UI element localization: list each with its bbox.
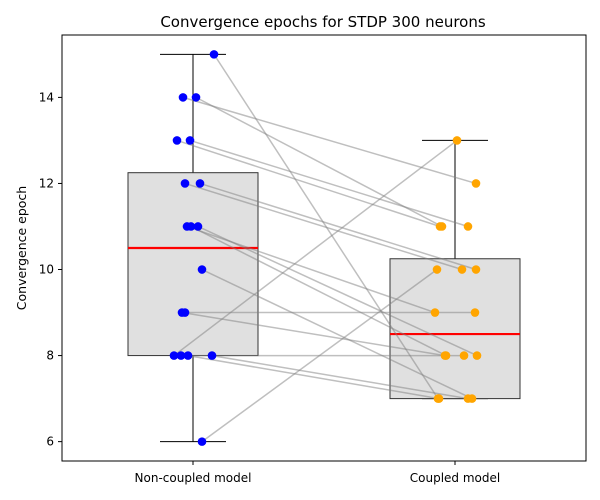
- data-point: [463, 394, 473, 403]
- data-point: [197, 265, 207, 274]
- pair-line: [187, 354, 440, 400]
- data-point: [434, 394, 444, 403]
- data-point: [169, 351, 179, 360]
- data-point: [472, 351, 482, 360]
- data-point: [180, 179, 190, 188]
- y-axis-label: Convergence epoch: [14, 186, 29, 310]
- pair-line: [211, 354, 469, 400]
- data-point: [471, 179, 481, 188]
- chart-title: Convergence epochs for STDP 300 neurons: [160, 13, 486, 31]
- data-point: [471, 265, 481, 274]
- data-point: [432, 265, 442, 274]
- pair-line: [197, 225, 478, 357]
- pair-line: [190, 225, 447, 357]
- pair-line: [199, 182, 477, 271]
- data-point: [183, 351, 193, 360]
- data-point: [463, 222, 473, 231]
- y-tick-label: 8: [46, 349, 54, 363]
- pair-line: [201, 268, 473, 400]
- data-point: [178, 93, 188, 102]
- box-iqr: [389, 258, 521, 400]
- data-point: [430, 308, 440, 317]
- data-point: [197, 437, 207, 446]
- x-tick-label: Non-coupled model: [135, 471, 252, 485]
- data-point: [435, 222, 445, 231]
- pair-line: [182, 96, 477, 185]
- data-point: [207, 351, 217, 360]
- pair-line: [201, 268, 438, 443]
- data-point: [470, 308, 480, 317]
- box-iqr: [127, 172, 259, 357]
- data-point: [185, 136, 195, 145]
- data-point: [172, 136, 182, 145]
- data-point: [209, 50, 219, 59]
- plot-area: 6 8 10 12 14 Non-coupled model Coupled model: [39, 34, 587, 485]
- y-tick-label: 14: [39, 90, 54, 104]
- data-point: [186, 222, 196, 231]
- pair-line: [181, 311, 446, 357]
- pair-line: [189, 139, 469, 228]
- data-point: [459, 351, 469, 360]
- data-point: [452, 136, 462, 145]
- data-point: [195, 179, 205, 188]
- y-tick-label: 6: [46, 435, 54, 449]
- pair-line: [173, 139, 458, 357]
- pair-line: [176, 139, 441, 228]
- y-tick-label: 10: [39, 263, 54, 277]
- data-point: [180, 308, 190, 317]
- pair-line: [184, 182, 463, 271]
- data-point: [193, 222, 203, 231]
- data-point: [191, 93, 201, 102]
- y-tick-label: 12: [39, 176, 54, 190]
- data-point: [440, 351, 450, 360]
- x-tick-label: Coupled model: [410, 471, 500, 485]
- axes-frame: [61, 34, 587, 462]
- data-point: [176, 351, 186, 360]
- data-point: [457, 265, 467, 274]
